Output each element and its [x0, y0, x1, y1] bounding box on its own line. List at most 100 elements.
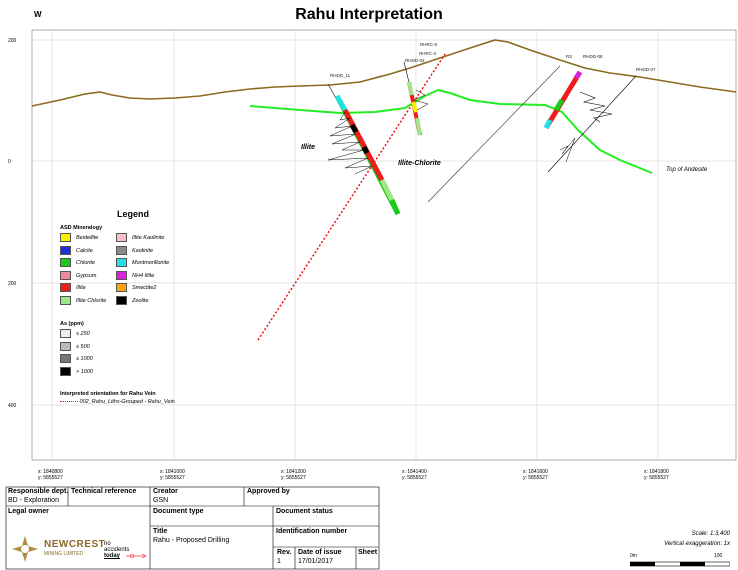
x-tick-northing: y: 5855527 [523, 475, 548, 481]
legend-item: Calcite [60, 245, 93, 255]
newcrest-logo-icon [12, 536, 38, 562]
scale-bar-end: 100 [714, 553, 723, 559]
legend-swatch [60, 245, 71, 255]
drillhole-label: RHDD_11 [330, 73, 351, 78]
tb-rev-label: Rev. [277, 549, 292, 556]
tb-issue-label: Date of issue [298, 549, 342, 556]
vertical-exaggeration-label: Vertical exaggeration: 1x [664, 541, 730, 547]
legend-swatch [116, 295, 127, 305]
zone-label-andesite: Top of Andesite [666, 167, 708, 173]
legend-swatch [116, 270, 127, 280]
x-tick-label: x: 1841800 [644, 469, 669, 475]
tb-creator-label: Creator [153, 488, 178, 495]
drillhole-label: RHDD-07 [636, 67, 656, 72]
drillhole-label: RHRC-4 [419, 51, 436, 56]
legend-swatch [60, 295, 71, 305]
tb-tech-ref-label: Technical reference [71, 488, 137, 495]
tb-sheet-label: Sheet [358, 549, 378, 556]
tb-id-label: Identification number [276, 528, 348, 535]
x-tick-northing: y: 5855527 [160, 475, 185, 481]
scale-label: Scale: 1:3,400 [691, 531, 730, 537]
legend-swatch [116, 283, 127, 292]
legend-item-label: Zeolite [132, 297, 149, 304]
legend-item: Beidellite [60, 233, 98, 242]
legend-item: Chlorite [60, 258, 95, 267]
title-block-frame [5, 486, 380, 570]
legend-swatch [60, 341, 71, 351]
legend-item: Gypsum [60, 270, 96, 280]
legend-item-label: Illite Chlorite [76, 297, 107, 304]
tb-issue-value: 17/01/2017 [298, 558, 334, 565]
grid [32, 30, 736, 460]
legend-swatch [60, 283, 71, 292]
legend-as-heading: As (ppm) [60, 321, 84, 327]
legend-swatch [60, 354, 71, 363]
zone-label-illite: Illite [301, 144, 315, 151]
legend-item: Illite Chlorite [60, 295, 107, 305]
tb-responsible-label: Responsible dept. [8, 488, 69, 495]
drillhole-rhrc-mineralogy [407, 81, 429, 136]
tb-title-value: Rahu - Proposed Drilling [153, 537, 230, 544]
proposed-drill-trace [427, 65, 561, 203]
legend-item-label: Beidellite [76, 234, 99, 241]
legend-item: Montmorillonite [116, 258, 169, 267]
legend-item: Illite Kaolinite [116, 233, 164, 242]
legend-item-label: Illite [76, 284, 86, 291]
legend-item: ≤ 500 [60, 341, 90, 351]
x-tick-label: x: 1841200 [281, 469, 306, 475]
section-frame [31, 29, 737, 461]
tb-approved-label: Approved by [247, 488, 290, 495]
no-accidents-arrow-icon [126, 553, 147, 559]
tb-doc-type-label: Document type [153, 508, 204, 515]
company-sub: MINING LIMITED [44, 551, 84, 557]
legend-item-label: > 1000 [76, 368, 93, 375]
drillhole-label: RHDD-08 [583, 54, 603, 59]
legend-item: NH4 Illite [116, 270, 154, 280]
drillhole-label: RHDD-02 [405, 58, 425, 63]
x-tick-northing: y: 5855527 [38, 475, 63, 481]
tb-legal-owner-label: Legal owner [8, 508, 49, 515]
drillhole-label: R3 [566, 54, 572, 59]
y-tick-label: 400 [8, 403, 17, 409]
scale-bar-start: 0m [630, 553, 637, 559]
page-title: Rahu Interpretation [295, 6, 443, 23]
legend-item-label: ≤ 1000 [76, 355, 93, 362]
no-accidents-line3: today [104, 553, 121, 559]
x-tick-northing: y: 5855527 [644, 475, 669, 481]
legend-item-label: Illite Kaolinite [132, 234, 165, 241]
drillhole-rhdd08-mineralogy [543, 70, 613, 163]
legend-swatch [60, 258, 71, 267]
legend-item-label: Montmorillonite [132, 259, 170, 266]
legend-swatch [60, 366, 71, 376]
legend-item: Smectite2 [116, 283, 156, 292]
legend-item-label: Chlorite [76, 259, 95, 266]
topography-line [31, 39, 737, 107]
zone-label-illite-chlorite: Illite-Chlorite [398, 160, 441, 167]
tb-rev-value: 1 [277, 558, 281, 565]
legend-swatch [60, 329, 71, 338]
x-tick-northing: y: 5855527 [402, 475, 427, 481]
y-tick-label: 200 [8, 38, 17, 44]
x-tick-label: x: 1841400 [402, 469, 427, 475]
legend-item: Illite [60, 283, 86, 292]
no-accidents-line2: accidents [104, 547, 130, 553]
x-tick-label: x: 1840800 [38, 469, 63, 475]
y-tick-label: 0 [8, 159, 11, 165]
legend-item: Kaolinite [116, 245, 153, 255]
top-of-andesite-line [249, 88, 653, 174]
x-tick-label: x: 1841000 [160, 469, 185, 475]
drillhole-labels: RHDD_11 RHRC-5 RHRC-4 RHDD-02 R3 RHDD-08 RHDD-… [330, 42, 656, 78]
rahu-vein-orientation-line [257, 53, 446, 341]
legend-item: ≤ 250 [60, 329, 90, 338]
legend: Legend ASD Mineralogy Beidellite Calcite C… [60, 209, 250, 409]
compass-label: W [34, 10, 42, 19]
y-axis-ticks: 200 0 200 400 [8, 38, 17, 409]
legend-title: Legend [117, 209, 150, 219]
legend-swatch [60, 233, 71, 242]
legend-item-label: ≤ 500 [76, 343, 90, 350]
tb-title-label: Title [153, 528, 168, 535]
company-name: NEWCREST [44, 539, 106, 550]
legend-item: ≤ 1000 [60, 354, 93, 363]
